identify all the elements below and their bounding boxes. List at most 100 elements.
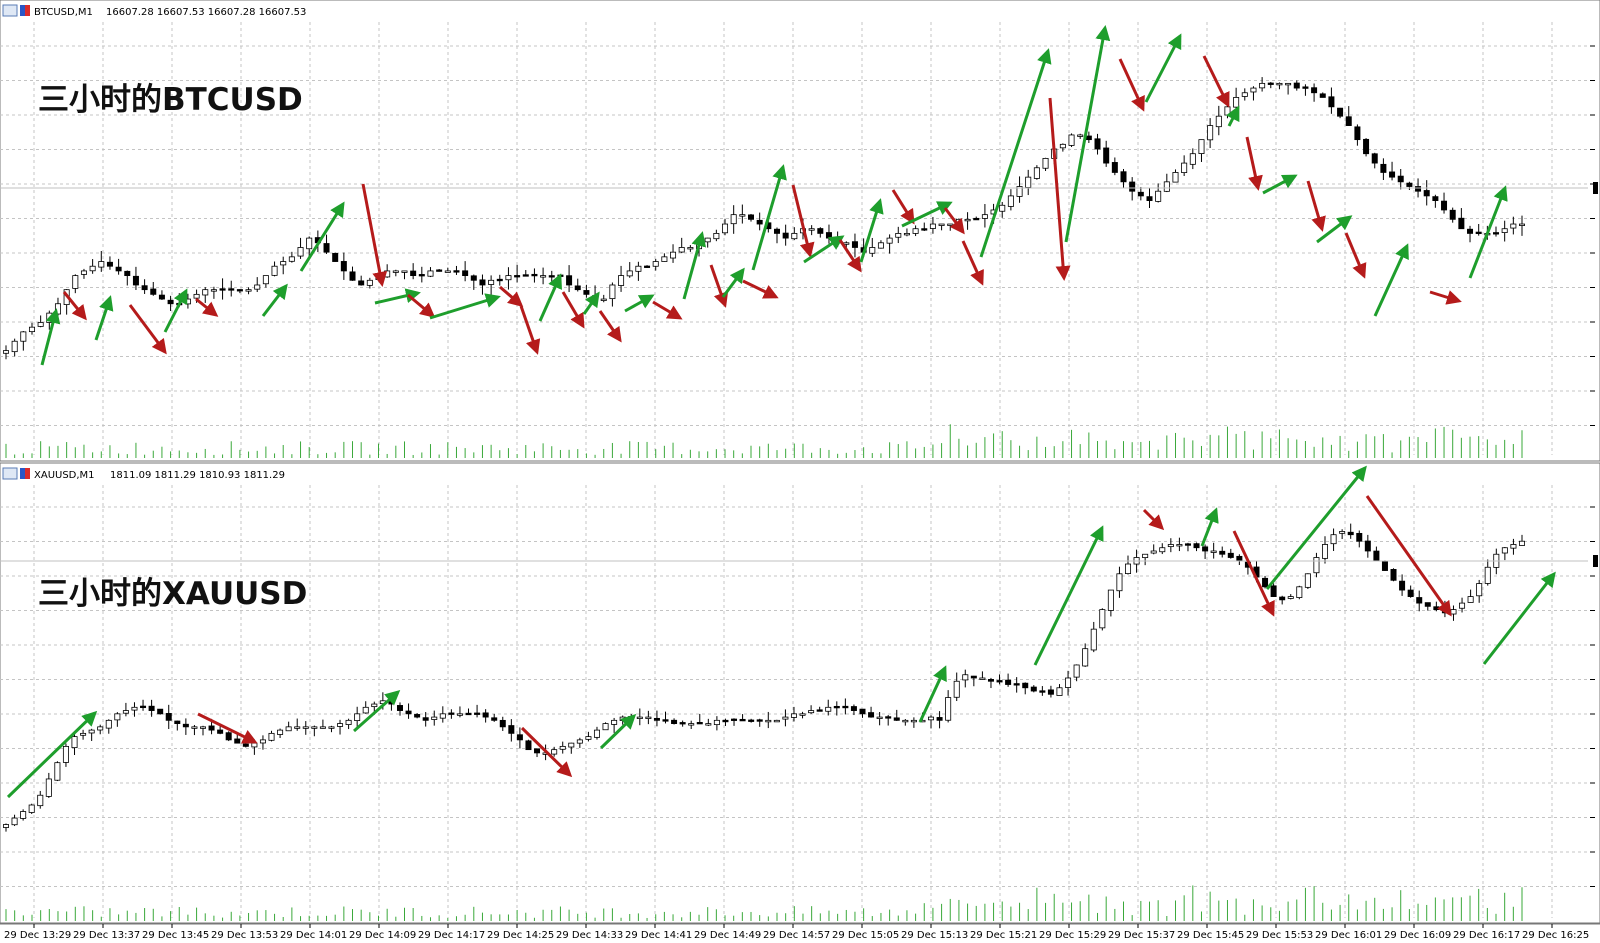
xau-candle: [808, 710, 815, 714]
xau-candle: [1227, 552, 1234, 558]
up-arrow: [261, 283, 288, 317]
xau-candle: [1416, 597, 1423, 604]
xau-candle: [1056, 687, 1063, 696]
btc-candle: [1319, 93, 1326, 98]
xau-candle: [1476, 583, 1483, 597]
up-arrow: [299, 201, 345, 272]
btc-candle: [306, 237, 313, 250]
xau-candle: [1184, 543, 1191, 546]
btc-candle: [297, 247, 304, 257]
up-arrow: [538, 273, 562, 322]
btc-candle: [1207, 125, 1214, 141]
btc-arrows: [40, 25, 1508, 366]
btc-candle: [981, 214, 988, 219]
btc-candle: [488, 279, 495, 285]
btc-candle: [444, 270, 451, 273]
xau-candle: [1030, 686, 1037, 692]
xau-candle: [422, 717, 429, 721]
xau-candle: [28, 804, 35, 813]
xau-candle: [979, 677, 986, 680]
down-arrow: [1142, 508, 1165, 531]
btc-candle: [1007, 195, 1014, 207]
xau-header: XAUUSD,M1 1811.09 1811.29 1810.93 1811.2…: [2, 467, 285, 481]
xau-candle: [182, 723, 189, 728]
xau-candle: [593, 729, 600, 738]
btc-candle: [427, 270, 434, 277]
xau-candle: [928, 716, 935, 721]
btc-ohlc: 16607.28 16607.53 16607.28 16607.53: [106, 7, 306, 18]
btc-candle: [219, 288, 226, 291]
down-arrow: [1306, 180, 1326, 232]
btc-candle: [825, 232, 832, 239]
btc-header: BTCUSD,M1 16607.28 16607.53 16607.28 166…: [2, 4, 306, 18]
btc-candle: [722, 223, 729, 234]
btc-candle: [288, 256, 295, 262]
btc-candle: [609, 284, 616, 300]
btc-candle: [436, 269, 443, 272]
btc-candle: [1415, 186, 1422, 192]
xau-candle: [88, 729, 95, 734]
xau-candle: [773, 719, 780, 723]
xau-candle: [11, 817, 18, 826]
btc-candle: [1224, 106, 1231, 116]
time-label: 29 Dec 15:53: [1246, 930, 1313, 941]
xau-candle: [739, 718, 746, 722]
xau-candle: [688, 723, 695, 726]
btc-candle: [384, 270, 391, 278]
xau-candle: [225, 732, 232, 741]
btc-candle: [401, 270, 408, 273]
btc-candle: [921, 228, 928, 231]
btc-candle: [1371, 153, 1378, 164]
time-label: 29 Dec 13:53: [211, 930, 278, 941]
xau-candle: [1099, 609, 1106, 629]
btc-candle: [929, 223, 936, 229]
btc-candle: [1146, 196, 1153, 201]
xau-candle: [1287, 596, 1294, 599]
time-label: 29 Dec 14:41: [625, 930, 692, 941]
btc-candle: [886, 237, 893, 244]
up-arrow: [901, 201, 953, 228]
xau-candle: [20, 811, 27, 819]
btc-candle: [1519, 223, 1526, 226]
xau-candle: [414, 714, 421, 718]
xau-candle: [1407, 589, 1414, 597]
time-label: 29 Dec 15:05: [832, 930, 899, 941]
xau-candle: [696, 722, 703, 725]
xau-candle: [1450, 609, 1457, 615]
up-arrow: [1064, 25, 1111, 243]
down-arrow: [1202, 55, 1230, 108]
time-label: 29 Dec 15:37: [1108, 930, 1175, 941]
btc-candle: [531, 273, 538, 277]
up-arrow: [1144, 33, 1182, 103]
btc-candle: [548, 275, 555, 278]
xau-candle: [1176, 544, 1183, 547]
xau-candle: [1373, 550, 1380, 562]
btc-candle: [132, 275, 139, 286]
xau-candle: [1039, 690, 1046, 693]
btc-candle: [479, 279, 486, 286]
price-scale: [1590, 45, 1595, 887]
xau-candle: [1005, 679, 1012, 685]
xau-candle: [217, 729, 224, 734]
xau-candle: [1116, 573, 1123, 592]
xau-candle: [1433, 606, 1440, 611]
up-arrow: [599, 713, 637, 750]
btc-candle: [964, 218, 971, 222]
btc-candle: [1354, 126, 1361, 141]
xau-candle: [1296, 586, 1303, 598]
btc-candle: [1198, 139, 1205, 154]
btc-candle: [80, 270, 87, 275]
xau-candle: [1484, 566, 1491, 584]
xau-candle: [713, 719, 720, 726]
btc-candle: [167, 299, 174, 305]
btc-candle: [392, 270, 399, 273]
xau-candle: [234, 738, 241, 744]
up-arrow: [751, 164, 787, 271]
btc-candle: [808, 228, 815, 231]
xau-candle: [559, 745, 566, 750]
xau-annotation: 三小时的XAUUSD: [38, 576, 307, 612]
xau-candle: [671, 719, 678, 724]
xau-candle: [54, 762, 61, 781]
btc-candle: [1094, 138, 1101, 150]
xau-candle: [1202, 546, 1209, 552]
